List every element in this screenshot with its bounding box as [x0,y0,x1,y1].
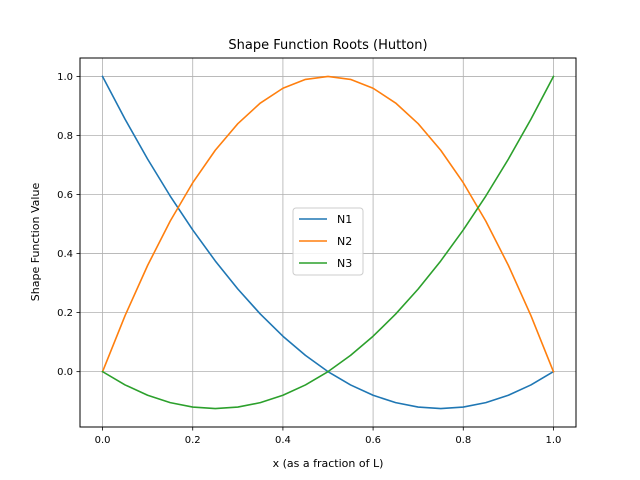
plot-frame [79,57,577,428]
ticks: 0.0 0.2 0.4 0.6 0.8 1.0 0.0 0.2 0.4 0.6 0.8 1.0 [57,72,561,446]
series-lines [101,75,555,410]
y-tick-label: 0.0 [57,367,73,378]
y-tick-label: 0.4 [57,249,73,260]
x-tick-label: 0.8 [455,435,471,446]
chart-title: Shape Function Roots (Hutton) [228,38,427,53]
legend: N1 N2 N3 [292,207,364,276]
y-tick-label: 0.2 [57,308,73,319]
x-tick-label: 0.4 [275,435,291,446]
legend-label-n1: N1 [337,213,352,226]
legend-label-n2: N2 [337,235,352,248]
x-tick-label: 0.6 [365,435,381,446]
legend-label-n3: N3 [337,257,352,270]
y-tick-label: 0.8 [57,131,73,142]
grid [80,58,576,427]
y-tick-label: 1.0 [57,72,73,83]
legend-box [292,207,364,276]
x-axis-label: x (as a fraction of L) [273,457,384,470]
y-tick-label: 0.6 [57,190,73,201]
y-axis-label: Shape Function Value [29,183,42,302]
x-tick-label: 1.0 [546,435,562,446]
x-tick-label: 0.2 [185,435,201,446]
x-tick-label: 0.0 [95,435,111,446]
series-line-n3 [101,75,555,410]
